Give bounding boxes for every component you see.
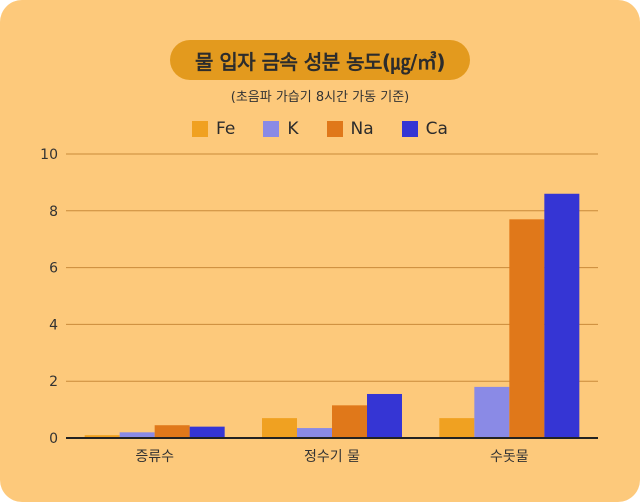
title-pill: 물 입자 금속 성분 농도(㎍/㎥) [170,40,470,80]
legend-item-k: K [263,119,299,139]
y-tick-label: 0 [49,431,58,447]
y-tick-label: 8 [49,204,58,220]
y-tick-label: 2 [49,374,58,390]
bar-k [474,386,510,438]
bar-ca [544,193,580,438]
legend-label-k: K [287,119,299,139]
legend-label-na: Na [350,119,374,139]
legend-item-ca: Ca [401,119,448,139]
legend-label-fe: Fe [216,119,236,139]
x-category-label: 증류수 [135,449,174,465]
bar-na [509,219,545,438]
chart-subtitle: (초음파 가습기 8시간 가동 기준) [230,90,410,105]
legend-item-na: Na [326,119,374,139]
bar-ca [189,426,225,438]
legend-swatch-na [326,121,343,137]
legend-item-fe: Fe [192,119,235,139]
bar-na [154,425,190,438]
chart-title: 물 입자 금속 성분 농도(㎍/㎥) [194,49,446,74]
legend: Fe K Na Ca [0,119,640,139]
legend-label-ca: Ca [425,119,448,139]
bar-na [332,405,367,438]
bar-k [119,432,155,438]
y-tick-label: 4 [49,317,58,333]
bar-fe [439,418,475,438]
bar-k [297,428,332,438]
bar-fe [84,435,120,438]
y-tick-label: 6 [49,261,58,277]
legend-swatch-fe [192,121,209,137]
legend-swatch-ca [401,121,418,137]
y-tick-label: 10 [40,147,58,163]
bar-fe [262,418,297,438]
bar-ca [367,393,402,438]
x-category-label: 정수기 물 [304,449,360,465]
x-category-label: 수돗물 [490,449,529,465]
legend-swatch-k [263,121,280,137]
